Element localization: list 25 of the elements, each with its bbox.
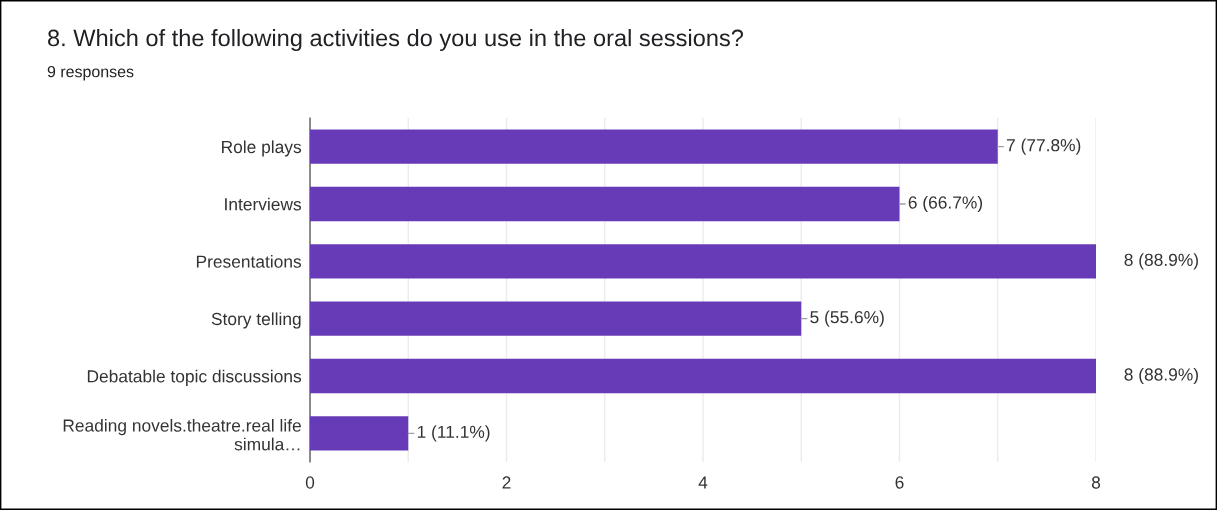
bar xyxy=(310,244,1096,279)
x-tick-label: 0 xyxy=(305,476,315,489)
y-tick-label: Reading novels.theatre.real life simula… xyxy=(63,418,301,451)
x-tick-label: 2 xyxy=(502,476,511,489)
data-label: 7 (77.8%) xyxy=(1006,138,1081,155)
data-label: 8 (88.9%) xyxy=(1124,367,1198,385)
bar xyxy=(310,301,802,336)
y-tick-label: Debatable topic discussions xyxy=(87,369,302,386)
data-label: 5 (55.6%) xyxy=(810,310,884,327)
bar xyxy=(310,186,900,222)
bar xyxy=(310,416,409,451)
y-tick-label: Presentations xyxy=(196,255,302,268)
data-label: 8 (88.9%) xyxy=(1124,253,1198,270)
data-label: 1 (11.1%) xyxy=(417,425,490,442)
y-tick-label: Interviews xyxy=(225,197,302,211)
text: 9 responses xyxy=(47,65,134,81)
x-tick-label: 4 xyxy=(698,476,708,489)
bar xyxy=(310,129,998,164)
x-tick-label: 6 xyxy=(895,476,904,489)
data-label: 6 (66.7%) xyxy=(908,195,983,213)
y-tick-label: Role plays xyxy=(222,140,302,157)
bar xyxy=(310,358,1096,394)
y-tick-label: Story telling xyxy=(211,312,301,329)
x-tick-label: 8 xyxy=(1091,476,1101,489)
chart-title: 8. Which of the following activities do you use in the oral sessions? xyxy=(48,29,744,51)
